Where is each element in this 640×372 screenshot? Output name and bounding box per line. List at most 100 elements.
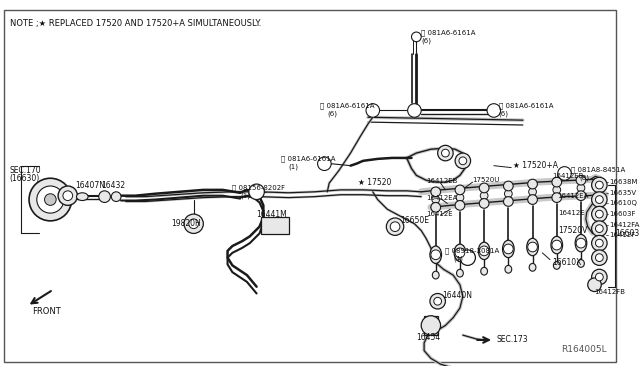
Circle shape [479, 183, 489, 193]
Circle shape [577, 184, 585, 192]
Circle shape [459, 157, 467, 165]
Circle shape [99, 191, 110, 202]
Text: 16412EB: 16412EB [426, 178, 458, 184]
Text: 17520U: 17520U [472, 177, 500, 183]
Text: Ⓑ 081A8-8451A: Ⓑ 081A8-8451A [572, 166, 625, 173]
Circle shape [58, 186, 77, 205]
Ellipse shape [478, 242, 490, 260]
Circle shape [487, 104, 500, 117]
Circle shape [595, 273, 604, 281]
Circle shape [29, 178, 72, 221]
Circle shape [528, 195, 538, 204]
Text: 16440N: 16440N [442, 291, 472, 300]
Circle shape [430, 294, 445, 309]
Circle shape [595, 225, 604, 232]
Circle shape [591, 221, 607, 236]
Text: R164005L: R164005L [561, 346, 607, 355]
Circle shape [36, 186, 64, 213]
Text: 16412E: 16412E [557, 210, 584, 216]
Circle shape [576, 175, 586, 185]
Circle shape [595, 181, 604, 189]
Circle shape [366, 104, 380, 117]
Ellipse shape [456, 269, 463, 277]
Text: (6): (6) [421, 38, 431, 44]
Circle shape [528, 179, 538, 189]
Text: 16638M: 16638M [609, 179, 637, 185]
Circle shape [431, 187, 440, 197]
Text: 16610Q: 16610Q [609, 201, 637, 206]
Text: 16412EB: 16412EB [552, 173, 583, 179]
Circle shape [528, 242, 538, 252]
Text: 19820H: 19820H [172, 219, 201, 228]
Circle shape [317, 157, 331, 170]
Text: (6): (6) [327, 110, 337, 117]
Circle shape [591, 250, 607, 265]
Circle shape [390, 222, 400, 231]
Text: (1): (1) [289, 163, 298, 170]
Circle shape [595, 196, 604, 203]
Text: Ⓑ 08918-3081A: Ⓑ 08918-3081A [445, 248, 500, 254]
Circle shape [552, 193, 561, 202]
Circle shape [576, 238, 586, 248]
Circle shape [408, 104, 421, 117]
Text: SEC.173: SEC.173 [497, 336, 529, 344]
Circle shape [431, 202, 440, 212]
Text: 16650E: 16650E [400, 217, 429, 225]
Circle shape [431, 250, 440, 260]
Circle shape [480, 192, 488, 199]
Ellipse shape [527, 238, 538, 256]
Text: 16412EA: 16412EA [557, 193, 588, 199]
Text: Ⓑ 081A6-6161A: Ⓑ 081A6-6161A [319, 102, 374, 109]
Circle shape [552, 240, 561, 250]
Text: 16412F: 16412F [609, 232, 636, 238]
Circle shape [432, 196, 440, 203]
Circle shape [479, 246, 489, 256]
Text: 16412FB: 16412FB [595, 289, 625, 295]
Circle shape [189, 219, 198, 229]
Text: NOTE ;★ REPLACED 17520 AND 17520+A SIMULTANEOUSLY.: NOTE ;★ REPLACED 17520 AND 17520+A SIMUL… [10, 19, 261, 28]
Text: (8): (8) [579, 174, 589, 180]
Circle shape [588, 278, 602, 292]
Ellipse shape [433, 271, 439, 279]
Ellipse shape [454, 244, 466, 262]
Circle shape [553, 186, 561, 194]
Text: FRONT: FRONT [32, 307, 61, 316]
Bar [424, 316, 438, 335]
Circle shape [111, 192, 121, 202]
Circle shape [456, 194, 464, 202]
Circle shape [595, 239, 604, 247]
Circle shape [591, 269, 607, 285]
Circle shape [591, 235, 607, 251]
Text: 16635V: 16635V [609, 190, 636, 196]
Ellipse shape [554, 262, 560, 269]
Circle shape [529, 188, 536, 196]
Circle shape [63, 191, 72, 201]
Text: 16454: 16454 [417, 333, 440, 341]
Circle shape [504, 197, 513, 206]
Circle shape [455, 201, 465, 210]
Circle shape [576, 191, 586, 201]
Text: 17520V: 17520V [559, 226, 588, 235]
Text: (16630): (16630) [10, 174, 40, 183]
Text: Ⓑ 081A6-6161A: Ⓑ 081A6-6161A [281, 155, 335, 162]
Text: 16610X: 16610X [552, 258, 581, 267]
Text: Ⓑ 081A6-6161A: Ⓑ 081A6-6161A [421, 30, 476, 36]
Ellipse shape [77, 193, 88, 201]
Circle shape [504, 190, 512, 198]
Circle shape [591, 192, 607, 207]
Ellipse shape [502, 240, 514, 258]
Circle shape [455, 185, 465, 195]
Circle shape [504, 244, 513, 254]
Text: SEC.170: SEC.170 [10, 166, 42, 175]
Circle shape [249, 184, 264, 199]
Text: (6): (6) [499, 110, 509, 117]
Text: 16412FA: 16412FA [609, 222, 639, 228]
Circle shape [434, 297, 442, 305]
Text: Ⓑ 08156-8202F: Ⓑ 08156-8202F [232, 185, 285, 191]
Circle shape [479, 199, 489, 208]
Circle shape [438, 145, 453, 161]
Ellipse shape [577, 260, 584, 267]
Text: 16407N: 16407N [76, 180, 106, 189]
Circle shape [184, 214, 204, 234]
Circle shape [591, 206, 607, 222]
